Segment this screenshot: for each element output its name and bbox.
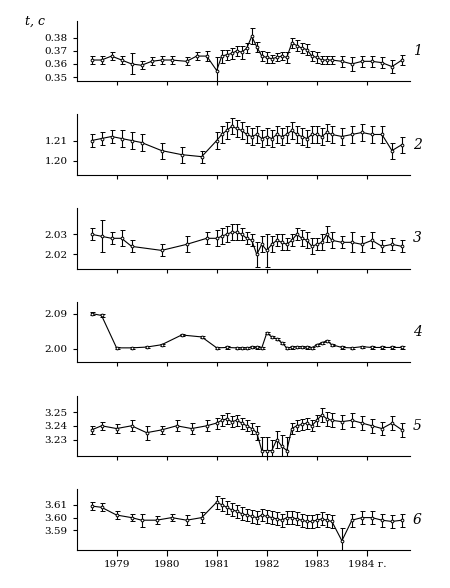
- Text: 4: 4: [413, 325, 422, 339]
- Text: 3: 3: [413, 231, 422, 245]
- Text: 6: 6: [413, 513, 422, 526]
- Text: 2: 2: [413, 138, 422, 152]
- Text: t, c: t, c: [25, 15, 45, 28]
- Text: 1: 1: [413, 44, 422, 58]
- Text: 5: 5: [413, 419, 422, 433]
